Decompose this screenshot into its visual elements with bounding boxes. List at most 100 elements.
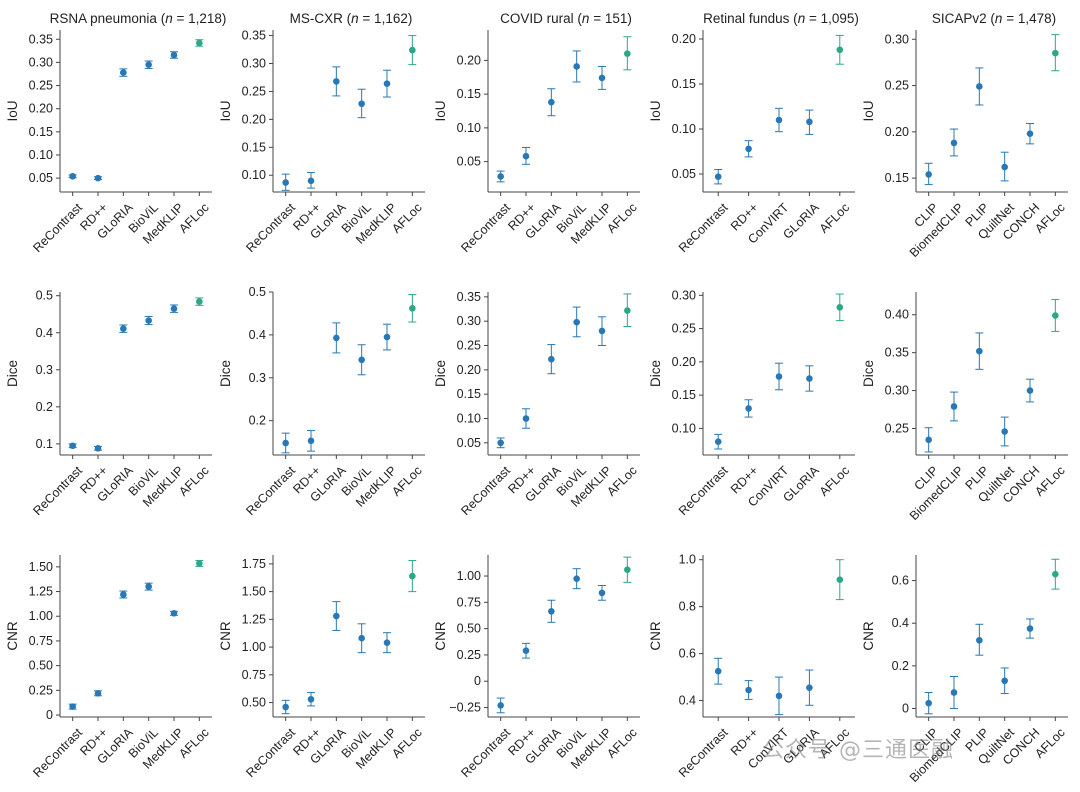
data-point xyxy=(333,78,340,85)
data-point xyxy=(497,173,504,180)
y-axis-label: IoU xyxy=(5,100,20,121)
data-point xyxy=(836,304,844,311)
data-point xyxy=(806,118,813,126)
data-point xyxy=(806,375,813,382)
data-point xyxy=(624,566,631,574)
data-point xyxy=(1026,387,1034,394)
data-point xyxy=(522,152,530,160)
y-tick-label: 0.15 xyxy=(242,140,266,154)
data-point xyxy=(497,702,504,709)
y-axis-label: Dice xyxy=(5,360,20,387)
panel-3-1: 00.250.500.751.001.251.50CNRReContrastRD… xyxy=(5,555,212,780)
data-point xyxy=(409,305,416,312)
data-point xyxy=(69,703,76,710)
y-tick-label: 0.20 xyxy=(672,355,696,369)
y-tick-label: 0.15 xyxy=(885,171,909,185)
data-point xyxy=(548,98,555,106)
data-point xyxy=(775,116,783,124)
data-point xyxy=(950,689,958,696)
x-tick-label: ReContrast xyxy=(676,200,731,255)
y-tick-label: 0.3 xyxy=(249,371,266,385)
panel-2-5: 0.250.300.350.40DiceCLIPBiomedCLIPPLIPQu… xyxy=(861,292,1068,523)
y-tick-label: 0.15 xyxy=(457,87,481,101)
y-axis-label: Dice xyxy=(861,360,876,387)
panel-title: COVID rural (n = 151) xyxy=(500,11,632,26)
data-point xyxy=(775,373,783,380)
y-axis-label: IoU xyxy=(648,100,663,121)
panel-title: RSNA pneumonia (n = 1,218) xyxy=(50,11,227,26)
y-tick-label: 0.50 xyxy=(29,659,53,673)
y-tick-label: 0.75 xyxy=(457,595,481,609)
x-tick-label: ReContrast xyxy=(458,200,513,255)
data-point xyxy=(925,436,932,444)
data-point xyxy=(925,699,932,707)
y-axis-label: IoU xyxy=(218,100,233,121)
data-point xyxy=(745,405,752,412)
y-tick-label: 0.15 xyxy=(29,125,53,139)
y-tick-label: 0.25 xyxy=(242,84,266,98)
y-axis-label: Dice xyxy=(433,360,448,387)
panel-2-3: 0.05 0.10 0.15 0.20 0.25 0.30 0.35 Dice ReContra… xyxy=(433,290,640,518)
y-tick-label: 0.8 xyxy=(679,600,696,614)
y-tick-label: 0.25 xyxy=(457,339,481,353)
data-point xyxy=(522,415,530,422)
y-tick-label: 0.1 xyxy=(36,437,53,451)
y-tick-label: 1.50 xyxy=(29,560,53,574)
data-point xyxy=(145,61,152,69)
x-tick-label: ReContrast xyxy=(458,463,513,518)
y-tick-label: 0.4 xyxy=(892,616,909,630)
data-point xyxy=(497,439,504,447)
data-point xyxy=(358,100,365,108)
y-tick-label: 1.00 xyxy=(29,609,53,623)
y-tick-label: 0.20 xyxy=(457,363,481,377)
y-tick-label: 0.05 xyxy=(672,167,696,181)
y-tick-label: 1.0 xyxy=(679,553,696,567)
data-point xyxy=(925,171,932,178)
y-axis-label: IoU xyxy=(433,100,448,121)
y-axis-label: CNR xyxy=(861,621,876,650)
data-point xyxy=(145,583,152,590)
y-tick-label: 0.2 xyxy=(892,659,909,673)
data-point xyxy=(775,692,783,700)
data-point xyxy=(307,177,315,185)
panel-1-2: 0.10 0.15 0.20 0.25 0.30 0.35 IoU MS-CXR (n = 1… xyxy=(218,11,425,255)
data-point xyxy=(1052,312,1059,319)
data-point xyxy=(976,83,983,90)
y-tick-label: 0.2 xyxy=(36,400,53,414)
y-tick-label: 0.3 xyxy=(36,363,53,377)
y-tick-label: 0.25 xyxy=(29,79,53,93)
data-point xyxy=(69,442,76,450)
x-tick-label: ReContrast xyxy=(30,463,85,518)
y-tick-label: 1.25 xyxy=(29,585,53,599)
data-point xyxy=(333,334,340,342)
data-point xyxy=(196,298,203,305)
y-tick-label: 0.35 xyxy=(242,29,266,43)
data-point xyxy=(624,307,631,314)
data-point xyxy=(358,634,365,642)
panel-2-1: 0.10.20.30.40.5DiceReContrastRD++GLoRIAB… xyxy=(5,289,212,518)
data-point xyxy=(1001,677,1008,685)
y-tick-label: 0.20 xyxy=(29,102,53,116)
panel-1-3: 0.05 0.10 0.15 0.20 IoU COVID rural (n = 151)… xyxy=(433,11,640,255)
data-point xyxy=(573,63,580,70)
data-point xyxy=(950,139,958,147)
data-point xyxy=(282,439,289,447)
y-tick-label: 0.10 xyxy=(457,121,481,135)
y-tick-label: 0.30 xyxy=(457,314,481,328)
data-point xyxy=(1001,428,1008,435)
panel-2-2: 0.20.30.40.5DiceReContrastRD++GLoRIABioV… xyxy=(218,285,425,518)
y-axis-label: CNR xyxy=(5,621,20,650)
x-tick-label: ReContrast xyxy=(676,725,731,780)
y-tick-label: 0.35 xyxy=(885,346,909,360)
data-point xyxy=(598,589,606,597)
panel-2-4: 0.100.150.200.250.30DiceReContrastRD++Co… xyxy=(648,288,855,518)
y-tick-label: 0.30 xyxy=(672,288,696,302)
panel-title: Retinal fundus (n = 1,095) xyxy=(703,11,859,26)
x-tick-label: ReContrast xyxy=(676,463,731,518)
panel-3-3: −0.2500.250.500.751.00CNRReContrastRD++G… xyxy=(433,555,640,780)
y-tick-label: 0.75 xyxy=(242,668,266,682)
y-tick-label: 0.05 xyxy=(29,171,53,185)
data-point xyxy=(714,173,722,180)
data-point xyxy=(714,667,722,675)
y-tick-label: 0.25 xyxy=(885,421,909,435)
